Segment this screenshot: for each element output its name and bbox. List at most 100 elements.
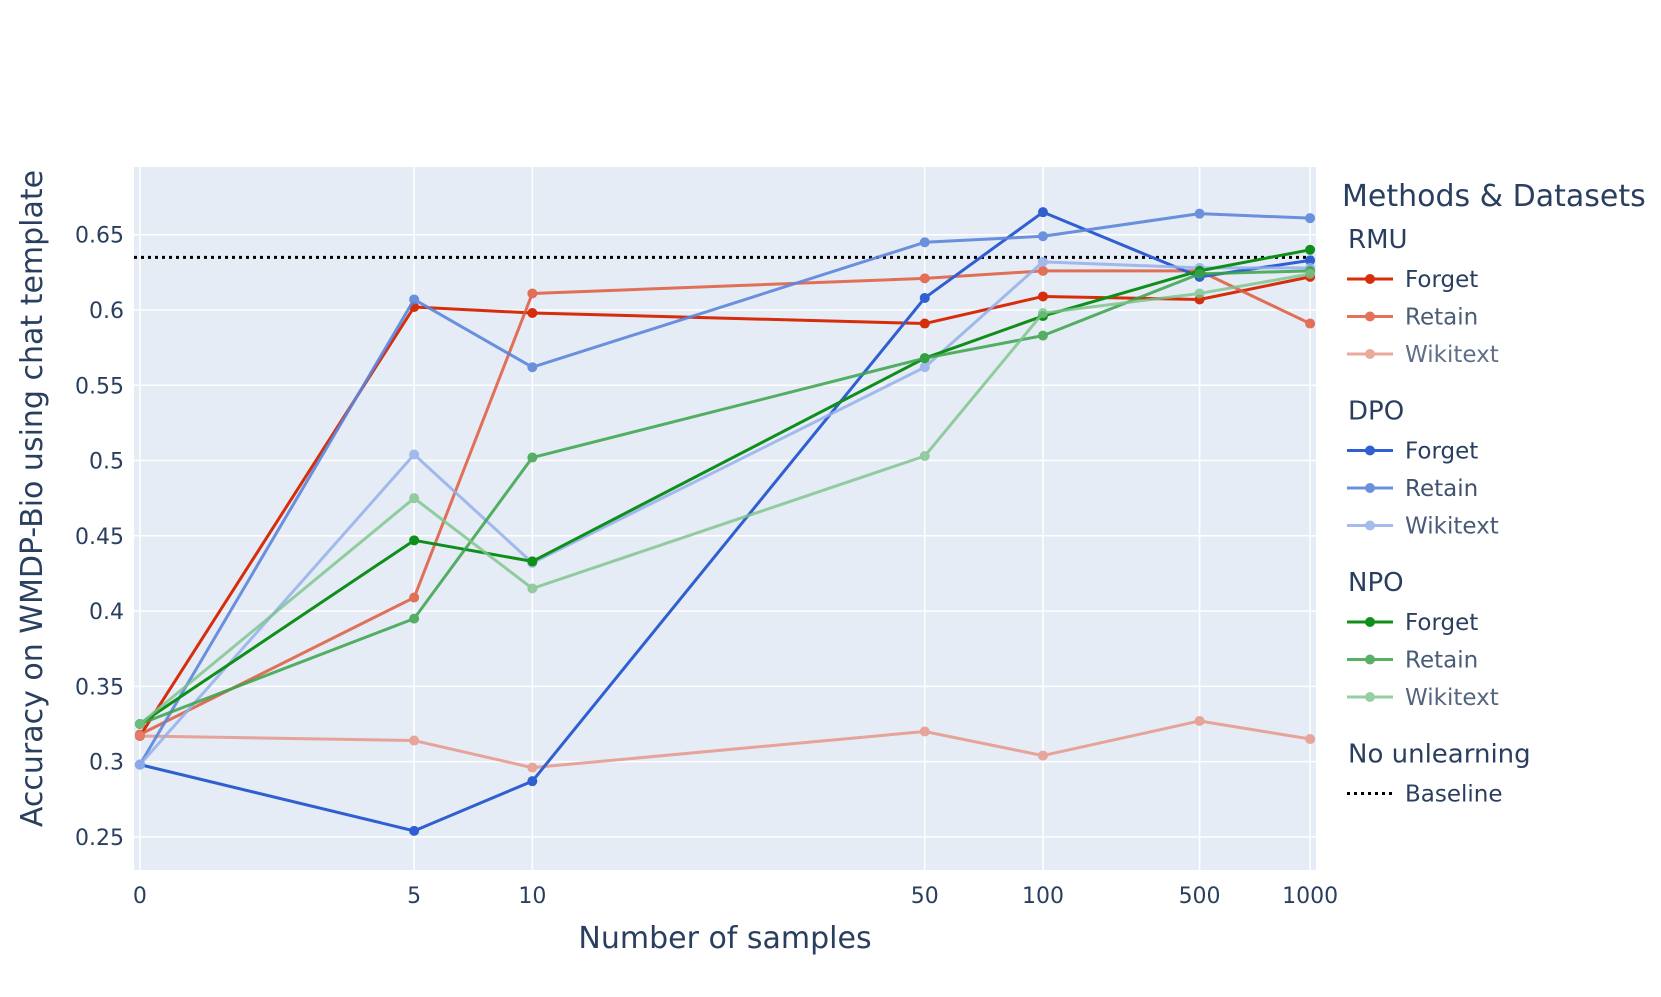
data-point: [919, 237, 930, 248]
plot-area: [134, 167, 1316, 870]
y-tick-label: 0.6: [89, 299, 124, 324]
legend-item[interactable]: Retain: [1347, 476, 1478, 502]
legend-item[interactable]: Wikitext: [1347, 685, 1499, 711]
data-point: [1037, 265, 1048, 276]
legend-marker: [1365, 654, 1375, 665]
series-npo-retain: [134, 265, 1316, 729]
legend-item[interactable]: Retain: [1347, 648, 1478, 674]
legend-marker: [1365, 617, 1375, 627]
legend-label: Wikitext: [1405, 342, 1499, 368]
data-point: [527, 308, 538, 319]
data-point: [1037, 231, 1048, 242]
y-tick-label: 0.65: [75, 224, 124, 249]
x-tick-label: 0: [133, 884, 147, 909]
data-point: [919, 353, 930, 364]
data-point: [1037, 291, 1048, 302]
data-point: [1037, 750, 1048, 761]
series-npo-wikitext: [134, 268, 1316, 729]
legend-label: Forget: [1405, 439, 1478, 465]
x-tick-label: 10: [518, 884, 546, 909]
y-tick-label: 0.3: [89, 751, 124, 776]
data-point: [134, 718, 145, 729]
legend-item[interactable]: Forget: [1347, 610, 1478, 636]
legend-marker: [1365, 692, 1375, 702]
data-point: [919, 292, 930, 303]
data-point: [527, 452, 538, 463]
data-point: [527, 776, 538, 787]
legend-label: Retain: [1405, 305, 1478, 331]
legend-group-title: NPO: [1348, 568, 1404, 598]
data-point: [1194, 288, 1205, 299]
legend-item[interactable]: Wikitext: [1347, 342, 1499, 368]
data-point: [527, 583, 538, 594]
legend-marker: [1365, 445, 1375, 456]
legend-label: Wikitext: [1405, 514, 1499, 540]
x-tick-label: 50: [911, 884, 939, 909]
data-point: [1305, 268, 1316, 279]
legend-label: Retain: [1405, 476, 1478, 502]
y-axis-ticks: 0.25 0.3 0.35 0.4 0.45 0.5 0.55 0.6 0.65: [75, 224, 124, 851]
data-point: [1037, 207, 1048, 218]
series-layer: [134, 207, 1316, 836]
y-tick-label: 0.55: [75, 374, 124, 399]
legend-marker: [1365, 520, 1375, 531]
data-point: [409, 613, 420, 624]
legend[interactable]: Methods & Datasets RMU Forget Retain Wikite…: [1342, 179, 1646, 808]
legend-label: Forget: [1405, 610, 1478, 636]
y-tick-label: 0.4: [89, 600, 124, 625]
data-point: [409, 535, 420, 546]
data-point: [527, 288, 538, 299]
legend-marker: [1365, 311, 1375, 322]
data-point: [527, 556, 538, 567]
x-tick-label: 5: [407, 884, 421, 909]
data-point: [409, 493, 420, 504]
data-point: [409, 449, 420, 460]
data-point: [1305, 213, 1316, 224]
data-point: [527, 762, 538, 773]
data-point: [1037, 256, 1048, 267]
data-point: [919, 362, 930, 373]
data-point: [134, 759, 145, 770]
data-point: [1305, 255, 1316, 266]
data-point: [1037, 330, 1048, 341]
y-tick-label: 0.25: [75, 826, 124, 851]
y-tick-label: 0.5: [89, 450, 124, 475]
data-point: [1194, 208, 1205, 219]
x-tick-label: 1000: [1282, 884, 1338, 909]
x-tick-label: 500: [1179, 884, 1221, 909]
legend-marker: [1365, 349, 1375, 359]
data-point: [1305, 734, 1316, 745]
data-point: [919, 318, 930, 329]
data-point: [919, 726, 930, 737]
data-point: [1194, 268, 1205, 279]
series-rmu-wikitext: [134, 715, 1316, 773]
data-point: [1037, 308, 1048, 319]
legend-group-title: DPO: [1348, 397, 1404, 427]
data-point: [1194, 715, 1205, 726]
data-point: [527, 362, 538, 373]
legend-label: Forget: [1405, 267, 1478, 293]
data-point: [919, 451, 930, 462]
legend-title: Methods & Datasets: [1342, 179, 1646, 214]
x-tick-label: 100: [1022, 884, 1064, 909]
legend-item[interactable]: Forget: [1347, 267, 1478, 293]
legend-item[interactable]: Wikitext: [1347, 514, 1499, 540]
legend-label: Wikitext: [1405, 685, 1499, 711]
y-axis-title: Accuracy on WMDP-Bio using chat template: [15, 170, 50, 827]
x-axis-ticks: 0 5 10 50 100 500 1000: [133, 884, 1338, 909]
data-point: [409, 825, 420, 836]
data-point: [409, 592, 420, 603]
legend-item[interactable]: Forget: [1347, 439, 1478, 465]
y-tick-label: 0.35: [75, 675, 124, 700]
legend-group-title: No unlearning: [1348, 740, 1531, 770]
legend-marker: [1365, 483, 1375, 493]
series-dpo-retain: [134, 208, 1316, 770]
legend-marker: [1365, 274, 1375, 284]
x-axis-title: Number of samples: [578, 921, 871, 956]
data-point: [919, 273, 930, 284]
legend-label: Baseline: [1405, 782, 1503, 808]
legend-item[interactable]: Baseline: [1347, 782, 1503, 808]
data-point: [134, 731, 145, 742]
legend-item[interactable]: Retain: [1347, 305, 1478, 331]
